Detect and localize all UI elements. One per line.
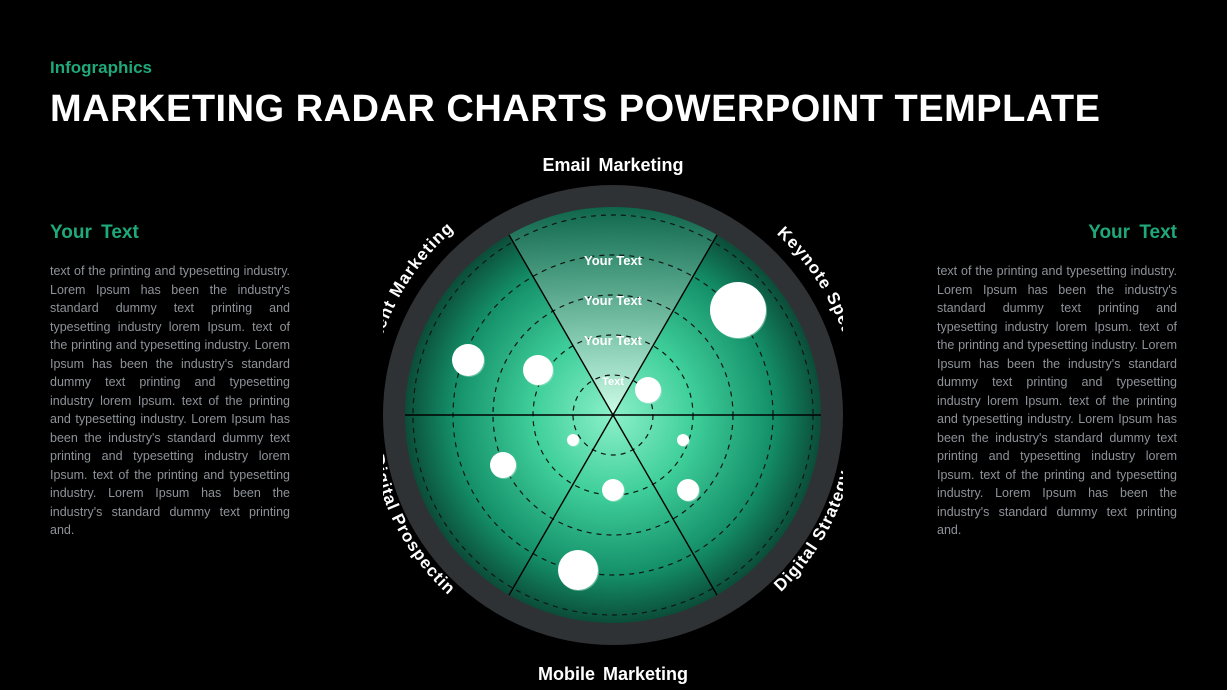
svg-text:Your Text: Your Text	[584, 253, 643, 268]
right-heading: Your Text	[937, 222, 1177, 244]
page-title: MARKETING RADAR CHARTS POWERPOINT TEMPLA…	[50, 88, 1101, 131]
right-body: text of the printing and typesetting ind…	[937, 262, 1177, 540]
axis-label-top: Email Marketing	[542, 155, 683, 176]
right-text-block: Your Text text of the printing and types…	[937, 222, 1177, 540]
svg-text:Text: Text	[602, 376, 624, 388]
radar-chart: Email Marketing Mobile Marketing Text You…	[383, 155, 843, 685]
radar-svg: TextYour TextYour TextYour TextKeynote S…	[383, 185, 843, 645]
axis-label-bottom: Mobile Marketing	[538, 664, 688, 685]
category-label: Infographics	[50, 58, 152, 78]
left-text-block: Your Text text of the printing and types…	[50, 222, 290, 540]
left-heading: Your Text	[50, 222, 290, 244]
left-body: text of the printing and typesetting ind…	[50, 262, 290, 540]
svg-text:Your Text: Your Text	[584, 293, 643, 308]
svg-text:Your Text: Your Text	[584, 333, 643, 348]
